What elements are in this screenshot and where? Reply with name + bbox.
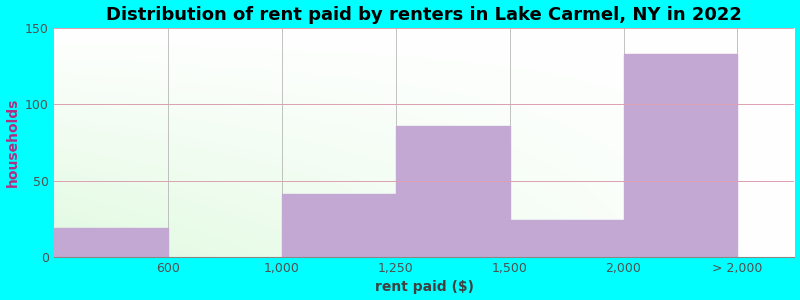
- Bar: [282, 194, 396, 257]
- Y-axis label: households: households: [6, 98, 19, 187]
- Bar: [623, 54, 738, 257]
- Title: Distribution of rent paid by renters in Lake Carmel, NY in 2022: Distribution of rent paid by renters in …: [106, 6, 742, 24]
- Bar: [510, 220, 623, 257]
- Bar: [396, 126, 510, 257]
- Bar: [54, 228, 168, 257]
- X-axis label: rent paid ($): rent paid ($): [374, 280, 474, 294]
